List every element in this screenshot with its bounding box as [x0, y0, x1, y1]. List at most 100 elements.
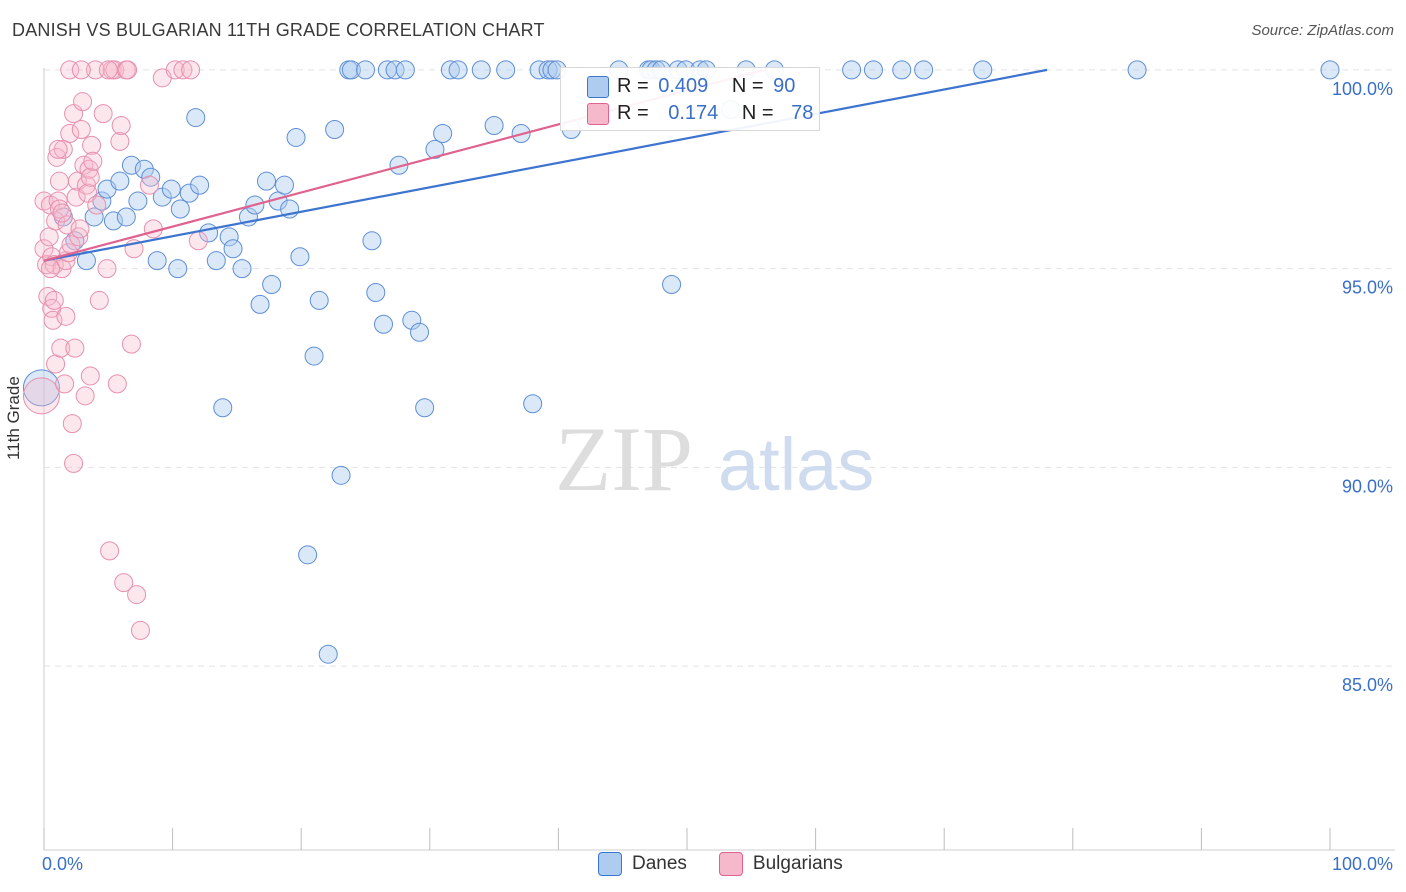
stats-swatch-danes: [587, 76, 609, 98]
point-bulgarians: [62, 414, 82, 434]
x-tick-label-max: 100.0%: [1332, 854, 1393, 874]
n-value: 90: [773, 75, 796, 97]
legend-label-bulgarians: Bulgarians: [752, 853, 843, 874]
point-bulgarians: [39, 227, 59, 247]
point-bulgarians: [181, 60, 201, 80]
point-bulgarians: [114, 573, 134, 593]
point-bulgarians: [57, 215, 77, 235]
point-danes: [147, 251, 167, 271]
legend-item-bulgarians[interactable]: Bulgarians: [718, 852, 843, 876]
tick-labels: 85.0% 90.0% 95.0% 100.0% 0.0% 100.0%: [42, 79, 1393, 874]
point-bulgarians: [165, 60, 185, 80]
point-bulgarians: [80, 167, 100, 187]
point-bulgarians: [118, 60, 138, 80]
legend-label-danes: Danes: [632, 853, 687, 874]
point-danes: [1320, 60, 1340, 80]
point-danes: [286, 127, 306, 147]
point-bulgarians: [52, 203, 72, 223]
stats-row-bulgarians: R = 0.174 N = 78: [617, 102, 813, 125]
point-danes: [496, 60, 516, 80]
point-danes: [250, 294, 270, 314]
point-danes: [892, 60, 912, 80]
point-danes: [116, 207, 136, 227]
point-bulgarians: [75, 386, 95, 406]
point-danes: [309, 290, 329, 310]
trend-lines: [43, 68, 1048, 262]
point-danes: [440, 60, 460, 80]
point-danes: [190, 175, 210, 195]
point-danes: [223, 239, 243, 259]
point-bulgarians: [49, 171, 69, 191]
legend-item-danes[interactable]: Danes: [598, 852, 687, 876]
x-tick-label-min: 0.0%: [42, 854, 83, 874]
r-value: 0.409: [658, 75, 709, 97]
point-danes: [213, 398, 233, 418]
points-danes: [22, 60, 1340, 664]
series-legend: Danes Bulgarians: [598, 852, 863, 876]
watermark-zip: ZIP: [555, 408, 693, 510]
point-danes: [84, 207, 104, 227]
y-tick-label: 100.0%: [1332, 79, 1393, 99]
point-danes: [415, 398, 435, 418]
point-danes: [425, 139, 445, 159]
point-danes: [325, 120, 345, 139]
point-danes: [232, 259, 252, 279]
point-bulgarians: [127, 585, 147, 605]
point-danes: [179, 183, 199, 203]
point-bulgarians: [139, 175, 159, 195]
source-label: Source: ZipAtlas.com: [1251, 22, 1394, 39]
point-danes: [356, 60, 375, 80]
point-danes: [141, 167, 161, 187]
point-danes: [256, 171, 276, 191]
stats-row-danes: R = 0.409 N = 90: [617, 75, 795, 98]
point-danes: [103, 211, 123, 231]
watermark-atlas: atlas: [718, 423, 874, 506]
point-bulgarians: [64, 453, 84, 473]
point-bulgarians: [48, 191, 68, 211]
point-bulgarians: [34, 239, 54, 259]
point-danes: [1127, 60, 1147, 80]
y-tick-label: 90.0%: [1342, 476, 1393, 496]
point-bulgarians: [121, 334, 141, 354]
n-label: N =: [741, 102, 774, 124]
point-bulgarians: [70, 219, 90, 239]
point-bulgarians: [44, 290, 64, 310]
point-danes: [471, 60, 491, 80]
point-danes: [842, 60, 862, 80]
point-bulgarians: [71, 120, 91, 139]
point-danes: [523, 394, 543, 414]
point-danes: [341, 60, 361, 80]
point-bulgarians: [100, 541, 120, 561]
point-bulgarians: [74, 155, 94, 175]
points-bulgarians: [22, 60, 208, 640]
n-label: N =: [731, 75, 764, 97]
point-danes: [110, 171, 130, 191]
point-danes: [22, 369, 60, 407]
point-danes: [331, 465, 351, 485]
y-tick-label: 85.0%: [1342, 675, 1393, 695]
point-danes: [863, 60, 883, 80]
grid-lines: [44, 69, 1395, 667]
point-bulgarians: [80, 366, 100, 386]
legend-swatch-danes: [598, 852, 622, 876]
point-bulgarians: [87, 195, 107, 215]
point-bulgarians: [22, 377, 60, 415]
n-value: 78: [791, 102, 814, 124]
point-danes: [973, 60, 993, 80]
trend-line-danes: [43, 68, 1048, 262]
point-bulgarians: [110, 131, 130, 151]
point-danes: [121, 155, 141, 175]
r-label: R =: [617, 102, 649, 124]
point-bulgarians: [143, 219, 163, 239]
point-danes: [374, 314, 394, 334]
stats-swatch-bulgarians: [587, 103, 609, 125]
point-danes: [362, 231, 382, 251]
point-danes: [402, 310, 422, 330]
stats-legend-box: R = 0.409 N = 90 R = 0.174 N = 78: [560, 67, 820, 131]
point-bulgarians: [89, 290, 109, 310]
point-bulgarians: [71, 60, 91, 80]
point-bulgarians: [46, 211, 66, 231]
point-danes: [219, 227, 239, 247]
point-bulgarians: [73, 92, 93, 112]
point-bulgarians: [65, 338, 85, 358]
